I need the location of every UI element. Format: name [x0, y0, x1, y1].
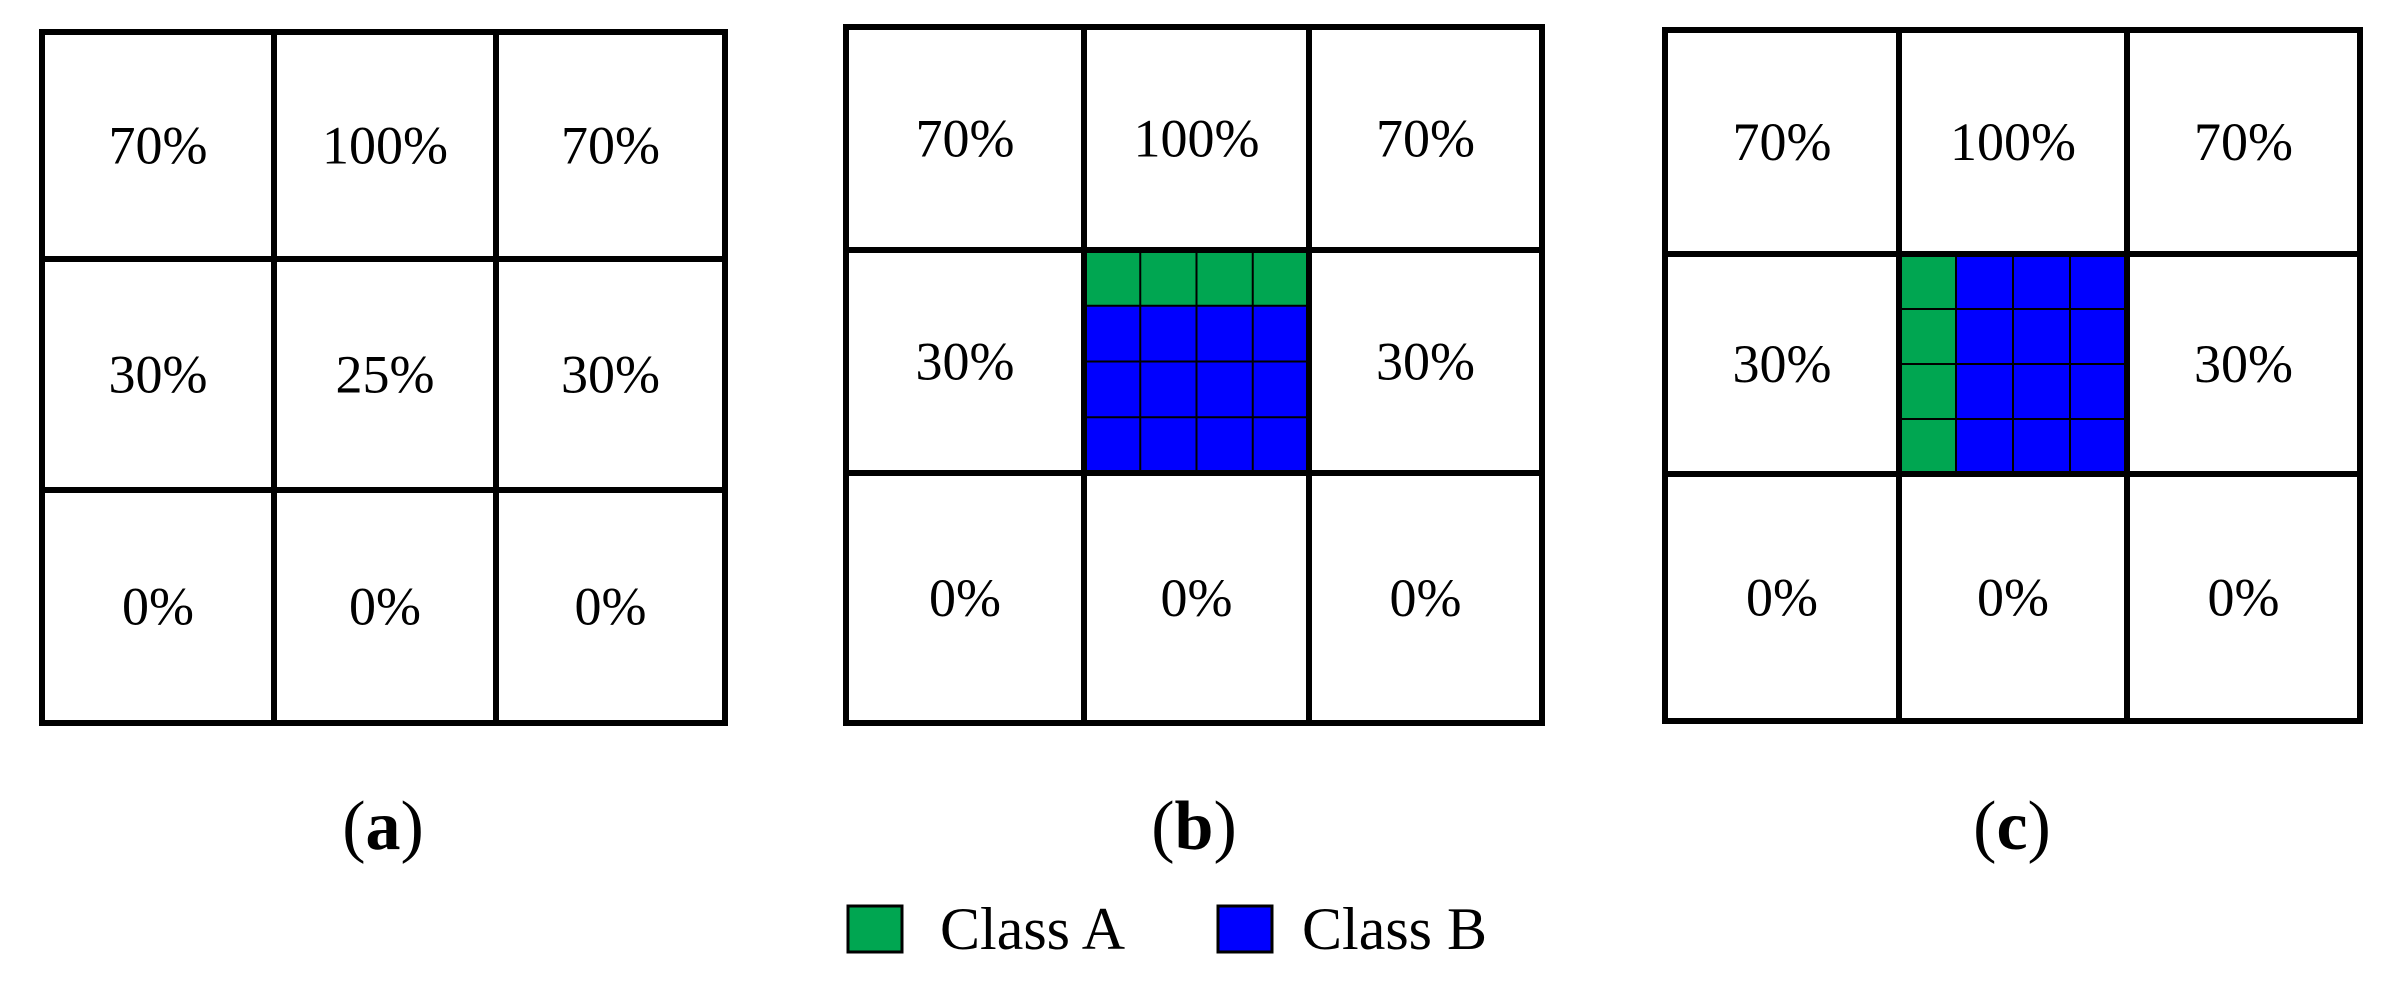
cell-value: 0%: [575, 577, 647, 637]
subcell-class-b: [1956, 309, 2013, 364]
center-subgrid-b: [1084, 250, 1309, 473]
subcell-class-b: [2013, 254, 2070, 309]
center-subgrid-c: [1899, 254, 2127, 474]
grid-border: [1662, 27, 2363, 724]
cell-value: 30%: [561, 345, 660, 405]
legend: Class A Class B: [846, 896, 1487, 962]
subcell-class-b: [1956, 419, 2013, 474]
subcell-class-b: [2070, 364, 2127, 419]
subcell-class-b: [1196, 305, 1253, 362]
legend-swatch-class-a: [846, 904, 904, 954]
cell-value: 0%: [1161, 568, 1233, 628]
subcell-class-b: [2013, 364, 2070, 419]
panel-label: (b): [1151, 788, 1237, 865]
cell-value: 100%: [1134, 109, 1260, 169]
cell-value: 30%: [916, 332, 1015, 392]
subcell-class-b: [2070, 254, 2127, 309]
subcell-class-b: [2070, 309, 2127, 364]
subcell-class-a: [1899, 309, 1956, 364]
subcell-class-b: [1196, 417, 1253, 473]
subcell-class-b: [1252, 417, 1309, 473]
subcell-class-a: [1899, 419, 1956, 474]
cell-value: 30%: [2194, 334, 2293, 394]
subcell-class-b: [1252, 305, 1309, 362]
cell-value: 0%: [349, 577, 421, 637]
subcell-class-a: [1140, 250, 1197, 306]
cell-value: 30%: [1376, 332, 1475, 392]
cell-value: 70%: [109, 116, 208, 176]
subcell-class-b: [1084, 417, 1141, 473]
subcell-class-a: [1196, 250, 1253, 306]
cell-value: 70%: [561, 116, 660, 176]
cell-value: 70%: [916, 109, 1015, 169]
subcell-class-a: [1899, 364, 1956, 419]
subcell-class-b: [1084, 361, 1141, 418]
panel-label: (a): [342, 788, 424, 865]
subcell-class-b: [1140, 305, 1197, 362]
cell-value: 0%: [122, 577, 194, 637]
subcell-class-b: [1252, 361, 1309, 418]
subcell-class-b: [1196, 361, 1253, 418]
cell-value: 70%: [1376, 109, 1475, 169]
subcell-class-a: [1899, 254, 1956, 309]
cell-value: 0%: [1977, 568, 2049, 628]
grid-border: [39, 29, 728, 726]
subcell-class-b: [2013, 419, 2070, 474]
cell-value: 70%: [1733, 112, 1832, 172]
subcell-class-b: [1956, 364, 2013, 419]
subcell-class-b: [1084, 305, 1141, 362]
cell-value: 0%: [1746, 568, 1818, 628]
subcell-class-b: [1140, 417, 1197, 473]
subcell-class-b: [1140, 361, 1197, 418]
cell-value: 100%: [1950, 112, 2076, 172]
legend-label: Class A: [940, 896, 1125, 962]
panel-c: 70% 100% 70% 30% 30% 0% 0% 0% (c): [1662, 27, 2363, 865]
cell-value: 30%: [109, 345, 208, 405]
cell-value: 30%: [1733, 334, 1832, 394]
subcell-class-b: [2070, 419, 2127, 474]
grid-border: [843, 24, 1545, 726]
cell-value: 0%: [929, 568, 1001, 628]
cell-value: 70%: [2194, 112, 2293, 172]
legend-swatch-class-b: [1216, 904, 1274, 954]
panel-b: 70% 100% 70% 30% 30% 0% 0% 0% (b): [843, 24, 1545, 865]
cell-value: 100%: [322, 116, 448, 176]
cell-value: 0%: [2208, 568, 2280, 628]
subcell-class-b: [1956, 254, 2013, 309]
panel-a: 70% 100% 70% 30% 25% 30% 0% 0% 0% (a): [39, 29, 728, 865]
subcell-class-a: [1252, 250, 1309, 306]
cell-value: 0%: [1390, 568, 1462, 628]
legend-label: Class B: [1302, 896, 1487, 962]
subcell-class-a: [1084, 250, 1141, 306]
subcell-class-b: [2013, 309, 2070, 364]
cell-value: 25%: [336, 345, 435, 405]
panel-label: (c): [1973, 788, 2051, 865]
